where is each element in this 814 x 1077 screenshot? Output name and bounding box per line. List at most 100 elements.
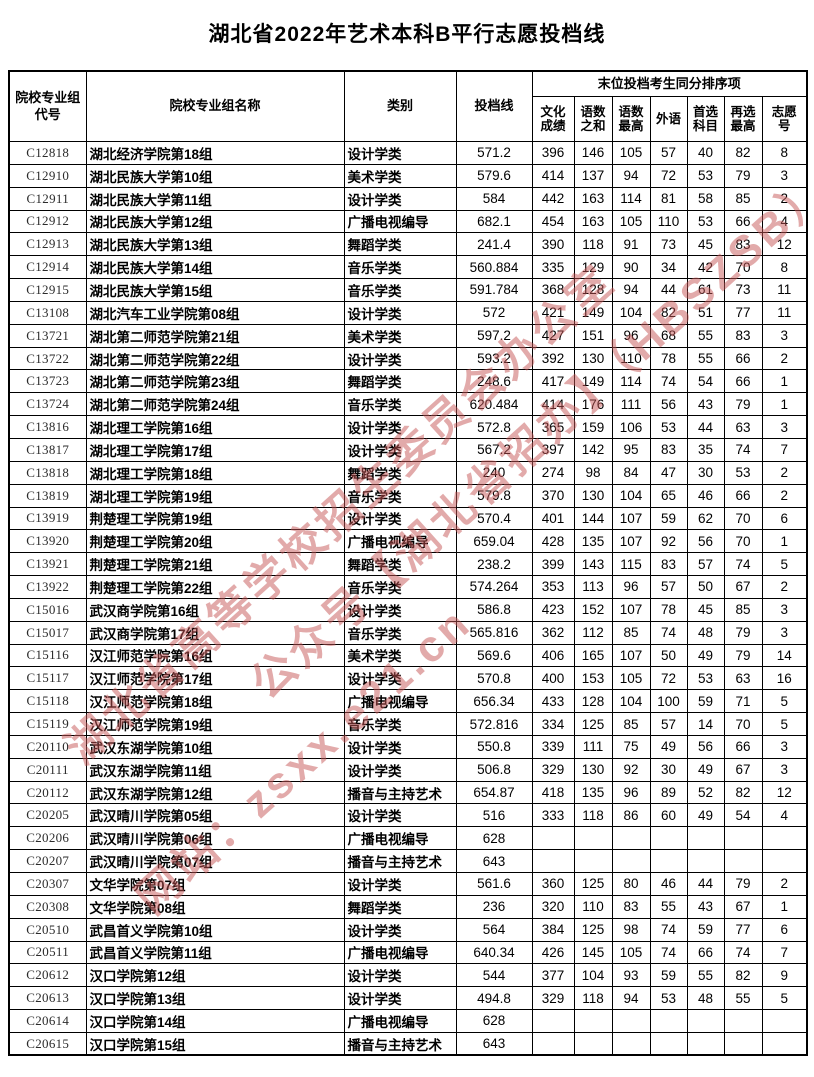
cell-category: 播音与主持艺术 <box>343 849 457 873</box>
cell-chinese-math-max: 111 <box>611 392 651 417</box>
cell-category: 舞蹈学类 <box>343 894 457 919</box>
cell-code: C15016 <box>8 597 87 622</box>
cell-group-name: 湖北民族大学第12组 <box>85 209 345 234</box>
cell-chinese-math-sum: 118 <box>573 986 613 1011</box>
table-row: C12915 湖北民族大学第15组 音乐学类 591.784 368 128 9… <box>8 278 808 302</box>
cell-chinese-math-sum: 165 <box>573 643 613 668</box>
cell-foreign-language: 74 <box>649 940 688 965</box>
cell-culture-score: 329 <box>531 986 575 1011</box>
cell-foreign-language: 57 <box>649 141 688 165</box>
cell-code: C13721 <box>8 323 87 348</box>
table-row: C13819 湖北理工学院第19组 音乐学类 579.8 370 130 104… <box>8 483 808 508</box>
cell-chinese-math-sum: 145 <box>573 940 613 965</box>
cell-reselect-max: 63 <box>723 415 763 439</box>
table-row: C20615 汉口学院第15组 播音与主持艺术 643 <box>8 1031 808 1056</box>
cell-reselect-max: 70 <box>723 712 763 736</box>
cell-culture-score: 442 <box>531 186 575 211</box>
cell-first-subject: 40 <box>686 141 725 165</box>
cell-chinese-math-max: 75 <box>611 734 651 759</box>
cell-chinese-math-max: 94 <box>611 163 651 188</box>
cell-first-subject: 46 <box>686 483 725 508</box>
cell-chinese-math-sum: 153 <box>573 666 613 691</box>
cell-chinese-math-max: 107 <box>611 597 651 622</box>
cell-category: 广播电视编导 <box>343 689 457 714</box>
cell-chinese-math-sum: 118 <box>573 803 613 828</box>
cell-first-subject: 49 <box>686 643 725 668</box>
cell-code: C20307 <box>8 872 87 896</box>
cell-foreign-language: 82 <box>649 300 688 325</box>
cell-chinese-math-max: 107 <box>611 529 651 554</box>
cell-code: C20207 <box>8 849 87 873</box>
cell-culture-score: 335 <box>531 255 575 280</box>
cell-code: C15117 <box>8 666 87 691</box>
cell-foreign-language: 53 <box>649 415 688 439</box>
cell-code: C13816 <box>8 415 87 439</box>
cell-first-subject: 56 <box>686 529 725 554</box>
cell-category: 设计学类 <box>343 300 457 325</box>
cell-first-subject <box>686 1031 725 1056</box>
cell-foreign-language: 72 <box>649 163 688 188</box>
cell-culture-score: 433 <box>531 689 575 714</box>
cell-foreign-language: 47 <box>649 460 688 485</box>
cell-volunteer-no: 5 <box>761 689 808 714</box>
cell-volunteer-no: 12 <box>761 232 808 257</box>
cell-category: 广播电视编导 <box>343 529 457 554</box>
cell-group-name: 湖北民族大学第13组 <box>85 232 345 257</box>
table-body: C12818 湖北经济学院第18组 设计学类 571.2 396 146 105… <box>8 141 808 1056</box>
table-row: C13723 湖北第二师范学院第23组 舞蹈学类 248.6 417 149 1… <box>8 369 808 394</box>
cell-group-name: 汉口学院第15组 <box>85 1031 345 1056</box>
cell-category: 舞蹈学类 <box>343 232 457 257</box>
cell-category: 音乐学类 <box>343 575 457 599</box>
cell-group-name: 湖北民族大学第10组 <box>85 163 345 188</box>
cell-group-name: 湖北理工学院第18组 <box>85 460 345 485</box>
cell-admission-line: 572 <box>455 300 533 325</box>
cell-first-subject: 48 <box>686 620 725 645</box>
cell-chinese-math-max: 107 <box>611 643 651 668</box>
cell-group-name: 湖北民族大学第14组 <box>85 255 345 280</box>
cell-chinese-math-max: 107 <box>611 506 651 531</box>
cell-chinese-math-max: 91 <box>611 232 651 257</box>
cell-category: 设计学类 <box>343 734 457 759</box>
cell-chinese-math-max <box>611 1031 651 1056</box>
cell-volunteer-no: 7 <box>761 437 808 462</box>
cell-chinese-math-max: 104 <box>611 689 651 714</box>
cell-chinese-math-max: 85 <box>611 712 651 736</box>
cell-code: C13920 <box>8 529 87 554</box>
cell-foreign-language: 100 <box>649 689 688 714</box>
cell-first-subject: 42 <box>686 255 725 280</box>
cell-culture-score: 423 <box>531 597 575 622</box>
cell-reselect-max: 73 <box>723 278 763 302</box>
cell-culture-score: 392 <box>531 346 575 371</box>
cell-culture-score: 384 <box>531 917 575 942</box>
cell-category: 美术学类 <box>343 323 457 348</box>
cell-admission-line: 643 <box>455 1031 533 1056</box>
table-row: C20110 武汉东湖学院第10组 设计学类 550.8 339 111 75 … <box>8 734 808 759</box>
cell-volunteer-no: 11 <box>761 300 808 325</box>
cell-group-name: 武汉商学院第17组 <box>85 620 345 645</box>
cell-culture-score: 320 <box>531 894 575 919</box>
cell-volunteer-no: 3 <box>761 597 808 622</box>
cell-category: 设计学类 <box>343 666 457 691</box>
cell-first-subject: 53 <box>686 163 725 188</box>
cell-chinese-math-max: 96 <box>611 575 651 599</box>
table-row: C13721 湖北第二师范学院第21组 美术学类 597.2 427 151 9… <box>8 323 808 348</box>
cell-chinese-math-sum: 149 <box>573 369 613 394</box>
cell-group-name: 文华学院第07组 <box>85 872 345 896</box>
cell-chinese-math-max: 110 <box>611 346 651 371</box>
cell-chinese-math-max: 93 <box>611 963 651 988</box>
cell-group-name: 湖北民族大学第15组 <box>85 278 345 302</box>
cell-category: 设计学类 <box>343 186 457 211</box>
cell-foreign-language: 50 <box>649 643 688 668</box>
cell-foreign-language: 57 <box>649 712 688 736</box>
cell-reselect-max: 85 <box>723 597 763 622</box>
cell-first-subject: 54 <box>686 369 725 394</box>
cell-foreign-language: 60 <box>649 803 688 828</box>
cell-volunteer-no: 6 <box>761 917 808 942</box>
cell-group-name: 湖北第二师范学院第24组 <box>85 392 345 417</box>
cell-chinese-math-sum <box>573 1009 613 1033</box>
table-row: C12910 湖北民族大学第10组 美术学类 579.6 414 137 94 … <box>8 163 808 188</box>
cell-code: C15119 <box>8 712 87 736</box>
cell-chinese-math-sum: 98 <box>573 460 613 485</box>
cell-reselect-max: 66 <box>723 483 763 508</box>
cell-culture-score: 400 <box>531 666 575 691</box>
